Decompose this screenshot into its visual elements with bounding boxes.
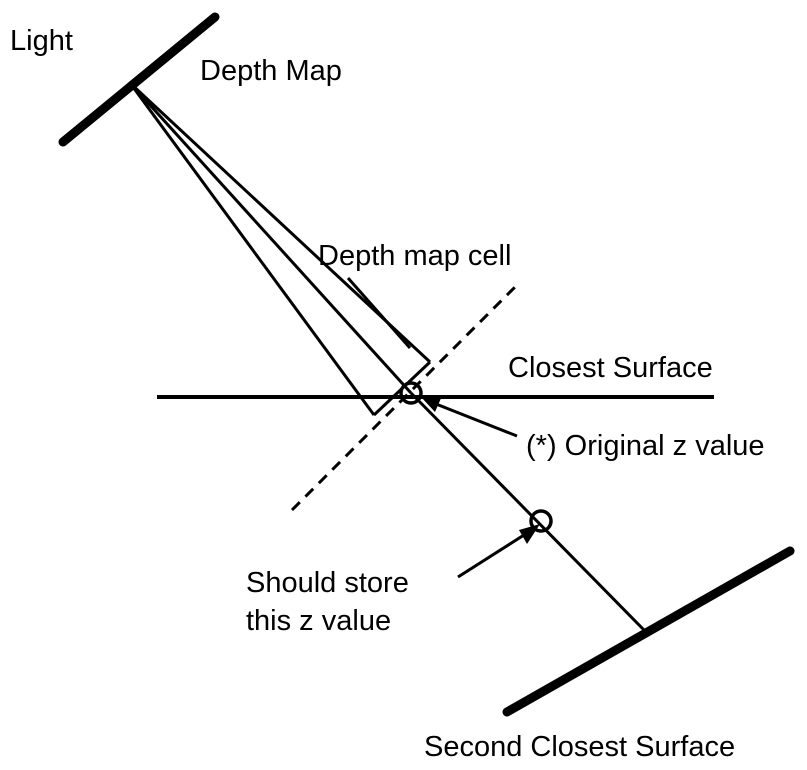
second-closest-surface-line: [502, 546, 795, 717]
light-label: Light: [10, 25, 73, 57]
should-store-label-line2: this z value: [246, 605, 391, 637]
original-z-arrow-line: [435, 402, 518, 438]
should-store-label-line1: Should store: [246, 567, 409, 599]
original-z-marker: [399, 381, 423, 405]
closest-surface-label: Closest Surface: [508, 352, 713, 384]
second-closest-surface-label: Second Closest Surface: [424, 731, 735, 763]
depth-map-label: Depth Map: [200, 55, 342, 87]
original-z-label: (*) Original z value: [526, 430, 765, 462]
depth-map-plane: [58, 12, 220, 147]
depth-map-cell-leader: [346, 277, 412, 349]
continued-ray: [409, 391, 646, 632]
should-store-arrow-line: [457, 533, 525, 579]
light-ray-left: [128, 82, 376, 416]
should-store-z-marker: [529, 509, 553, 533]
depth-map-cell-label: Depth map cell: [318, 240, 511, 272]
light-ray-center: [128, 81, 413, 395]
original-z-arrowhead: [421, 396, 442, 412]
should-store-arrowhead: [519, 524, 540, 544]
